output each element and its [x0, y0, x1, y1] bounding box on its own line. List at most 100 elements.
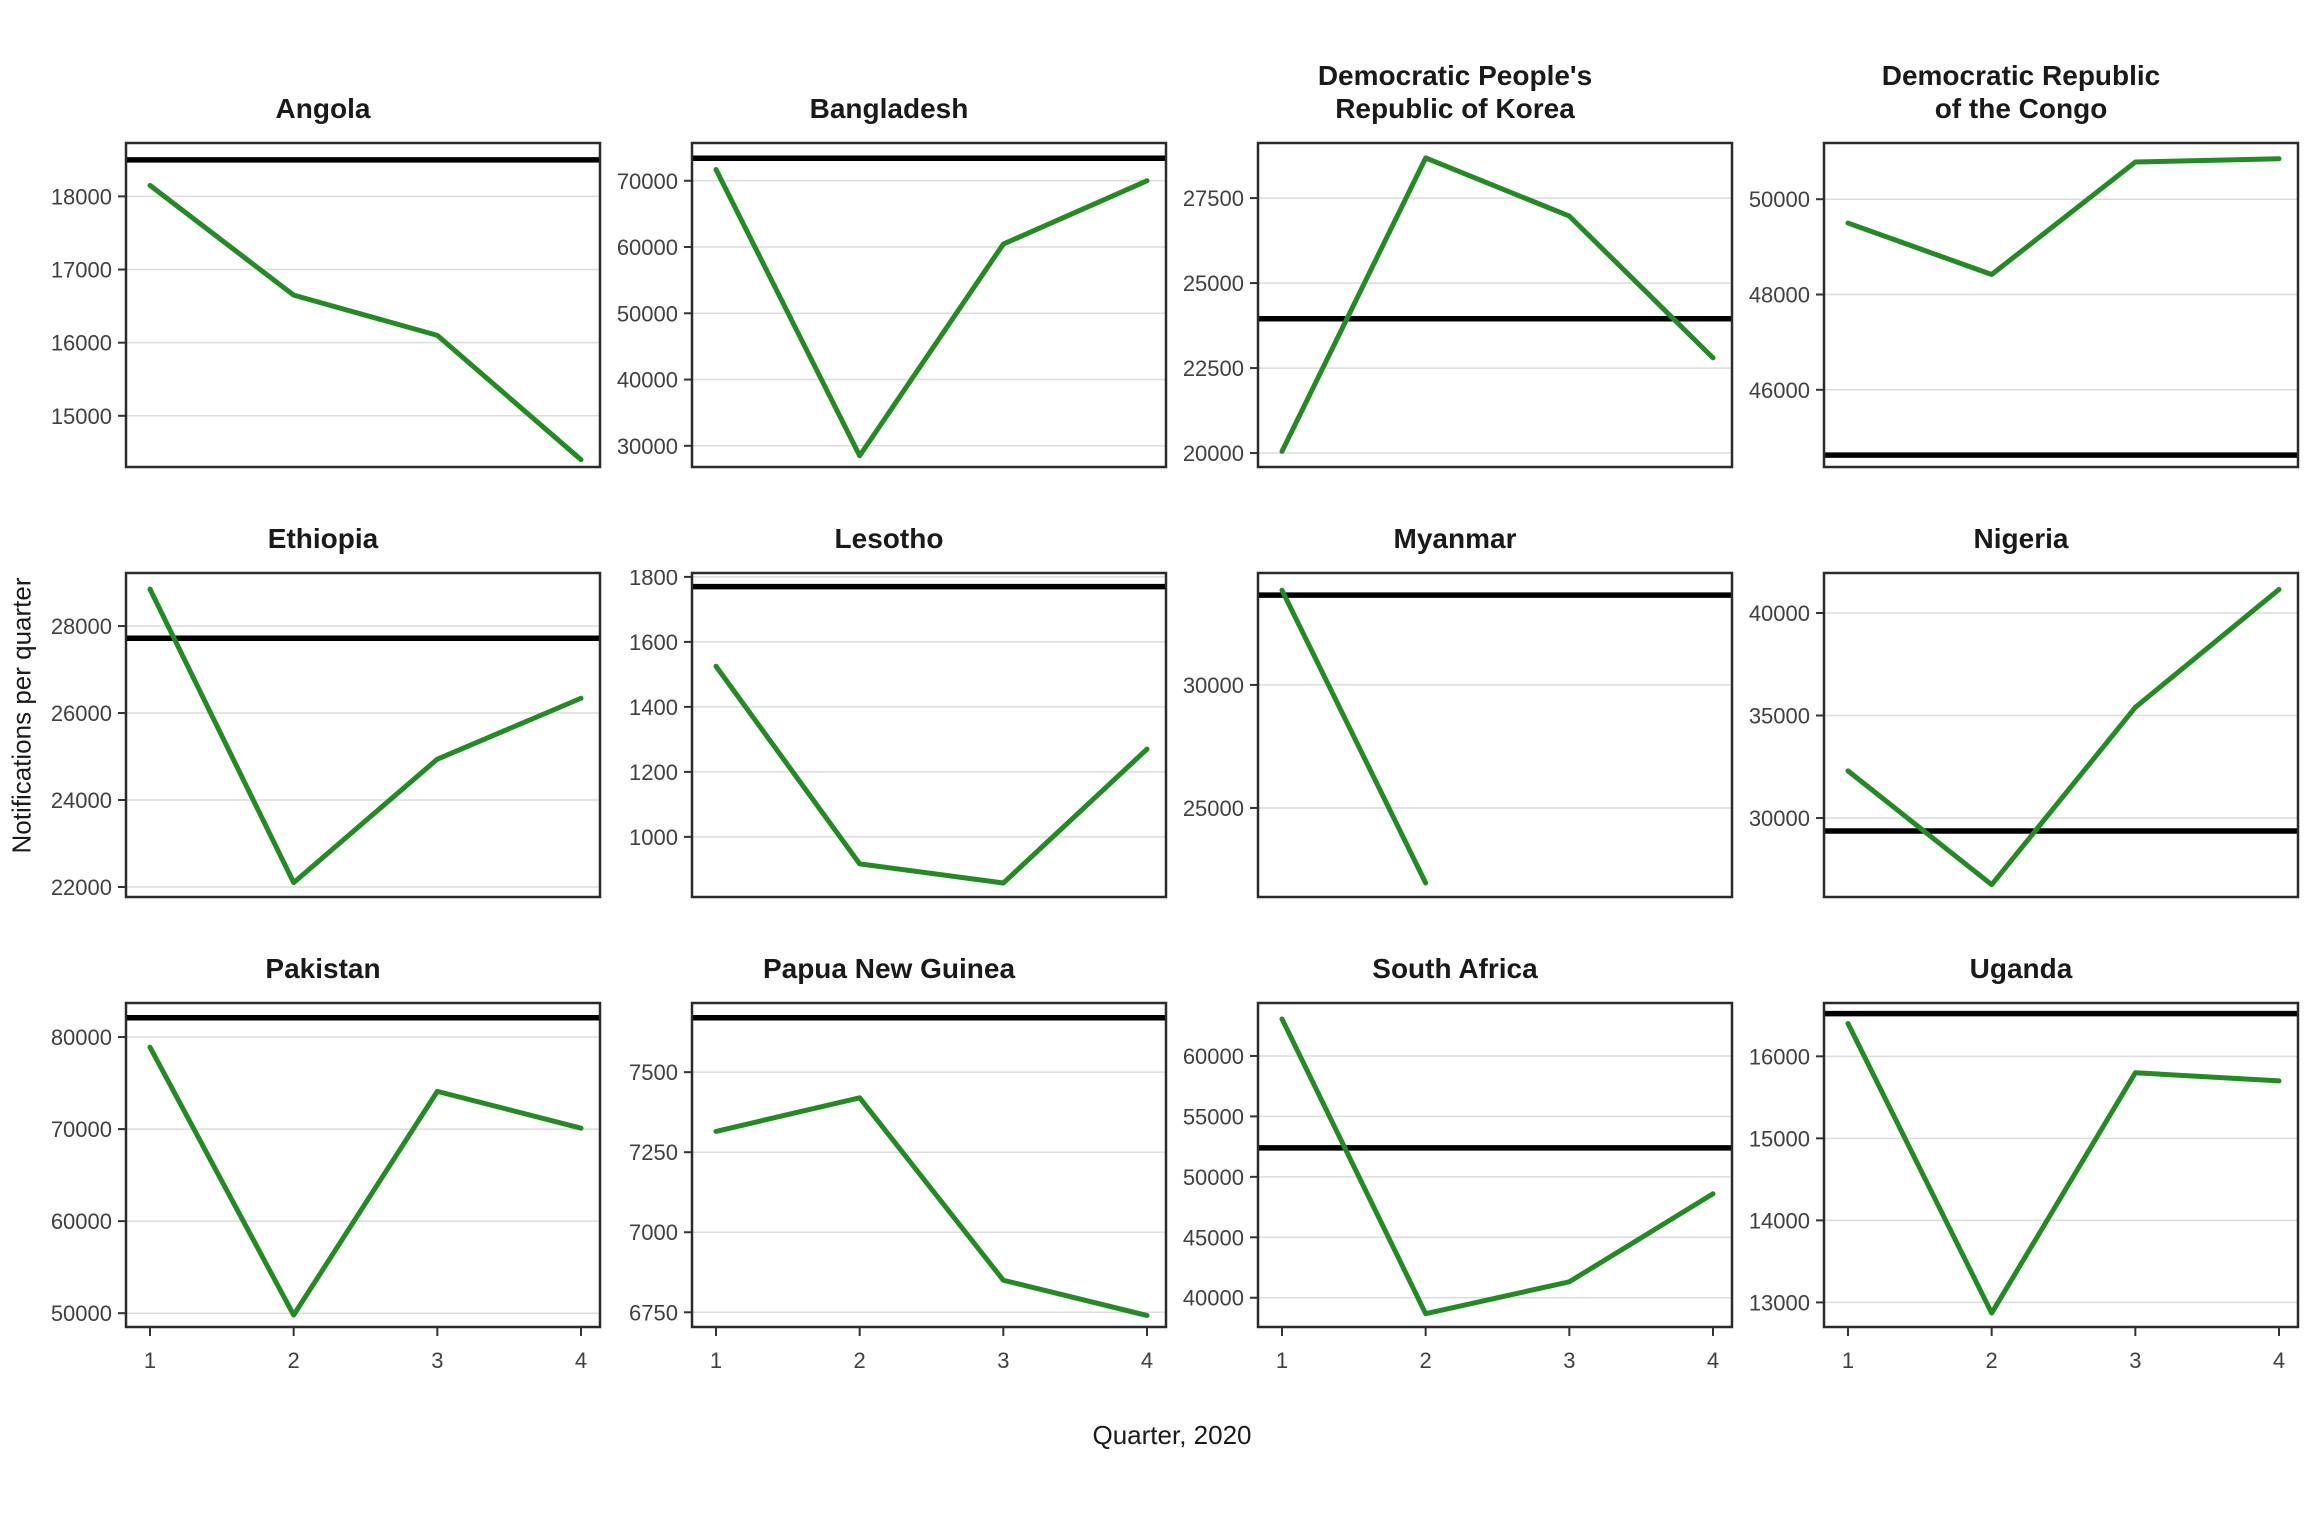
svg-text:17000: 17000 — [51, 258, 112, 283]
svg-text:16000: 16000 — [1749, 1044, 1810, 1069]
line-chart-panel: 46000 48000 50000 — [1749, 141, 2300, 469]
svg-text:7000: 7000 — [629, 1220, 678, 1245]
facet-row-2: Ethiopia 22000 24000 26000 28000 Lesotho 10… — [40, 470, 2304, 900]
facet-title: Angola — [275, 93, 371, 125]
svg-text:48000: 48000 — [1749, 283, 1810, 308]
facet-title: Ethiopia — [267, 523, 379, 555]
svg-text:22000: 22000 — [51, 875, 112, 900]
svg-text:1: 1 — [1276, 1348, 1288, 1373]
svg-text:45000: 45000 — [1183, 1225, 1244, 1250]
svg-text:1200: 1200 — [629, 760, 678, 785]
svg-text:27500: 27500 — [1183, 186, 1244, 211]
svg-text:13000: 13000 — [1749, 1290, 1810, 1315]
svg-text:18000: 18000 — [51, 184, 112, 209]
svg-text:60000: 60000 — [51, 1209, 112, 1234]
line-chart-panel: 13000 14000 15000 16000 1 2 3 4 — [1749, 1001, 2300, 1373]
facet-pakistan: Pakistan 50000 60000 70000 80000 1 2 3 4 — [40, 900, 606, 1390]
svg-text:1: 1 — [144, 1348, 156, 1373]
line-chart-panel: 40000 45000 50000 55000 60000 1 2 3 4 — [1183, 1001, 1734, 1373]
svg-text:3: 3 — [431, 1348, 443, 1373]
facet-title: South Africa — [1372, 953, 1538, 985]
facet-title: Democratic Republic of the Congo — [1881, 59, 2161, 125]
facet-title: Nigeria — [1973, 523, 2069, 555]
facet-title: Lesotho — [834, 523, 944, 555]
y-axis-label: Notifications per quarter — [6, 577, 37, 854]
facet-south-africa: South Africa 40000 45000 50000 55000 60000 1 2… — [1172, 900, 1738, 1390]
line-chart-panel: 50000 60000 70000 80000 1 2 3 4 — [51, 1001, 602, 1373]
svg-text:1400: 1400 — [629, 695, 678, 720]
svg-text:55000: 55000 — [1183, 1104, 1244, 1129]
facet-row-1: Angola 15000 16000 17000 18000 Bangladesh 3… — [40, 30, 2304, 470]
line-chart-panel: 6750 7000 7250 7500 1 2 3 4 — [629, 1001, 1168, 1373]
svg-text:50000: 50000 — [617, 301, 678, 326]
svg-text:25000: 25000 — [1183, 796, 1244, 821]
svg-text:2: 2 — [1420, 1348, 1432, 1373]
facet-dpr-korea: Democratic People's Republic of Korea 20… — [1172, 30, 1738, 470]
svg-text:70000: 70000 — [617, 169, 678, 194]
facet-angola: Angola 15000 16000 17000 18000 — [40, 30, 606, 470]
facet-ethiopia: Ethiopia 22000 24000 26000 28000 — [40, 470, 606, 900]
facet-uganda: Uganda 13000 14000 15000 16000 1 2 3 4 — [1738, 900, 2304, 1390]
svg-text:30000: 30000 — [1749, 806, 1810, 831]
svg-text:50000: 50000 — [1749, 187, 1810, 212]
svg-text:3: 3 — [997, 1348, 1009, 1373]
svg-text:20000: 20000 — [1183, 441, 1244, 466]
facet-lesotho: Lesotho 1000 1200 1400 1600 1800 — [606, 470, 1172, 900]
svg-text:1800: 1800 — [629, 570, 678, 590]
line-chart-panel: 25000 30000 — [1183, 571, 1734, 899]
svg-text:40000: 40000 — [1183, 1286, 1244, 1311]
svg-text:30000: 30000 — [617, 434, 678, 459]
svg-text:50000: 50000 — [1183, 1165, 1244, 1190]
facet-title: Myanmar — [1393, 523, 1517, 555]
svg-text:35000: 35000 — [1749, 704, 1810, 729]
svg-text:1: 1 — [1842, 1348, 1854, 1373]
svg-text:30000: 30000 — [1183, 673, 1244, 698]
svg-text:14000: 14000 — [1749, 1208, 1810, 1233]
svg-text:28000: 28000 — [51, 614, 112, 639]
svg-text:2: 2 — [288, 1348, 300, 1373]
svg-text:26000: 26000 — [51, 701, 112, 726]
facet-bangladesh: Bangladesh 30000 40000 50000 60000 70000 — [606, 30, 1172, 470]
svg-text:1: 1 — [710, 1348, 722, 1373]
facet-papua-new-guinea: Papua New Guinea 6750 7000 7250 7500 1 2 3 4 — [606, 900, 1172, 1390]
svg-text:40000: 40000 — [617, 368, 678, 393]
svg-text:50000: 50000 — [51, 1301, 112, 1326]
svg-text:1000: 1000 — [629, 825, 678, 850]
svg-text:60000: 60000 — [1183, 1044, 1244, 1069]
svg-text:22500: 22500 — [1183, 356, 1244, 381]
line-chart-panel: 15000 16000 17000 18000 — [51, 141, 602, 469]
svg-text:25000: 25000 — [1183, 271, 1244, 296]
facet-title: Papua New Guinea — [762, 953, 1016, 985]
facet-dr-congo: Democratic Republic of the Congo 46000 48… — [1738, 30, 2304, 470]
svg-text:3: 3 — [1563, 1348, 1575, 1373]
facet-myanmar: Myanmar 25000 30000 — [1172, 470, 1738, 900]
svg-text:40000: 40000 — [1749, 601, 1810, 626]
facet-grid: Angola 15000 16000 17000 18000 Bangladesh 3… — [40, 30, 2304, 1390]
svg-text:15000: 15000 — [1749, 1126, 1810, 1151]
line-chart-panel: 30000 35000 40000 — [1749, 571, 2300, 899]
facet-title: Bangladesh — [809, 93, 969, 125]
line-chart-panel: 30000 40000 50000 60000 70000 — [617, 141, 1168, 469]
svg-text:3: 3 — [2129, 1348, 2141, 1373]
svg-text:2: 2 — [1986, 1348, 1998, 1373]
line-chart-panel: 22000 24000 26000 28000 — [51, 571, 602, 900]
svg-text:2: 2 — [854, 1348, 866, 1373]
svg-text:4: 4 — [1141, 1348, 1153, 1373]
svg-text:1600: 1600 — [629, 630, 678, 655]
svg-text:7250: 7250 — [629, 1140, 678, 1165]
svg-text:16000: 16000 — [51, 331, 112, 356]
svg-text:70000: 70000 — [51, 1117, 112, 1142]
svg-text:15000: 15000 — [51, 404, 112, 429]
facet-title: Democratic People's Republic of Korea — [1317, 59, 1593, 125]
svg-text:4: 4 — [575, 1348, 587, 1373]
facet-title: Uganda — [1969, 953, 2073, 985]
x-axis-label: Quarter, 2020 — [1092, 1420, 1252, 1450]
svg-text:80000: 80000 — [51, 1025, 112, 1050]
svg-text:7500: 7500 — [629, 1060, 678, 1085]
line-chart-panel: 20000 22500 25000 27500 — [1183, 141, 1734, 469]
facet-nigeria: Nigeria 30000 35000 40000 — [1738, 470, 2304, 900]
svg-text:46000: 46000 — [1749, 378, 1810, 403]
facet-title: Pakistan — [265, 953, 381, 985]
svg-text:4: 4 — [1707, 1348, 1719, 1373]
facet-row-3: Pakistan 50000 60000 70000 80000 1 2 3 4 Papua … — [40, 900, 2304, 1390]
